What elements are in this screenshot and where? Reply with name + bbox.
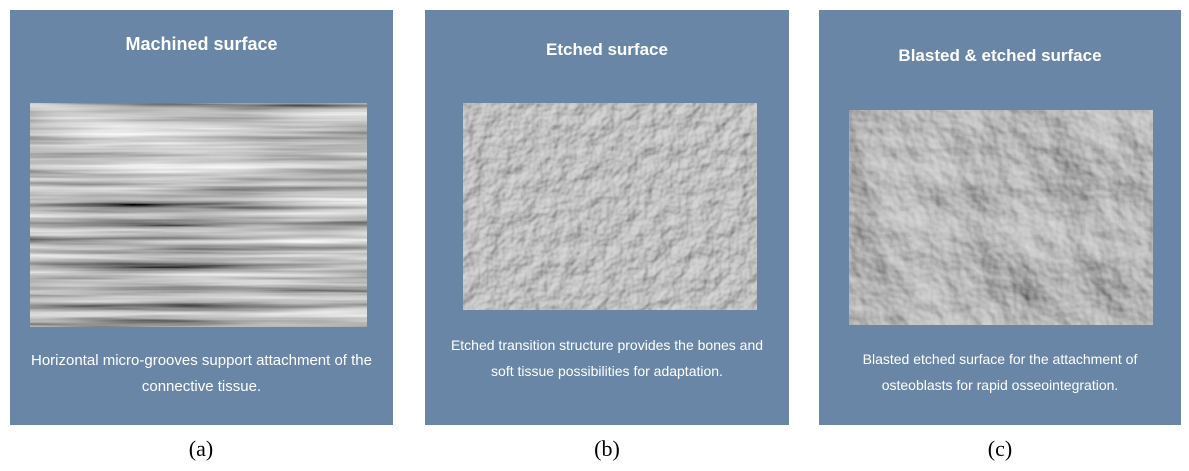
surface-image <box>30 103 367 327</box>
panel-label: (b) <box>577 436 637 462</box>
surface-image <box>463 103 757 310</box>
panel: Etched surface Etched transition structu… <box>425 10 789 425</box>
panel: Blasted & etched surface Blasted etched … <box>819 10 1181 425</box>
panel-label: (c) <box>970 436 1030 462</box>
panel-label: (a) <box>171 436 231 462</box>
figure: {"panels": [ {"title": "Machined surface… <box>0 0 1189 471</box>
panel-title: Etched surface <box>425 40 789 60</box>
panel: Machined surface Horizontal micro-groove… <box>10 10 393 425</box>
panel-description: Etched transition structure provides the… <box>441 332 773 384</box>
panel-description: Blasted etched surface for the attachmen… <box>827 346 1173 398</box>
panel-title: Machined surface <box>10 34 393 55</box>
panel-title: Blasted & etched surface <box>819 46 1181 66</box>
panel-description: Horizontal micro-grooves support attachm… <box>26 348 377 400</box>
surface-image <box>849 110 1153 325</box>
